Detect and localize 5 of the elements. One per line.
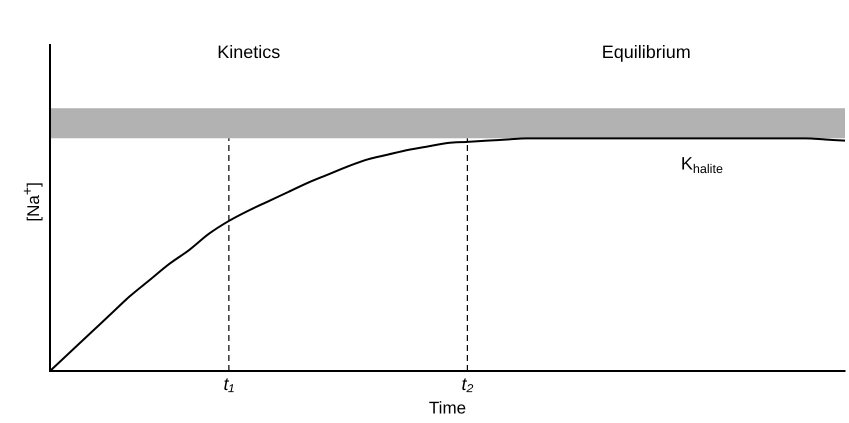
x-tick-label: t₂	[461, 374, 474, 394]
text: Kinetics	[217, 42, 280, 62]
x-axis-title: Time	[428, 398, 466, 418]
x-tick-label: t₁	[224, 374, 235, 394]
text: Equilibrium	[602, 42, 691, 62]
